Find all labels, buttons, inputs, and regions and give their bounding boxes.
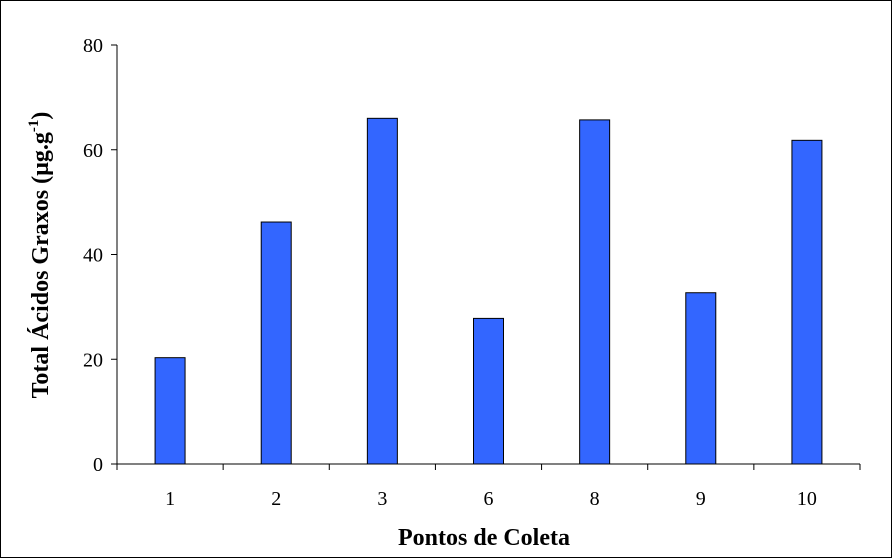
x-tick-label-8: 8 bbox=[590, 488, 600, 510]
y-tick-label-80: 80 bbox=[83, 35, 103, 57]
bar-9 bbox=[685, 292, 717, 465]
bar-8 bbox=[579, 119, 611, 465]
bar-6 bbox=[473, 317, 504, 465]
x-tick-label-2: 2 bbox=[271, 488, 281, 510]
y-tick-label-40: 40 bbox=[83, 245, 103, 267]
y-axis-title-superscript: -1 bbox=[26, 120, 42, 133]
x-tick-label-9: 9 bbox=[696, 488, 706, 510]
plot-area: 0 20 40 60 80 1 2 3 6 8 9 10 bbox=[83, 35, 861, 510]
y-axis-title-close: ) bbox=[28, 112, 54, 120]
y-tick-label-0: 0 bbox=[93, 454, 103, 476]
x-tick-label-10: 10 bbox=[797, 488, 817, 510]
bar-2 bbox=[260, 221, 292, 465]
y-tick-label-20: 20 bbox=[83, 349, 103, 371]
y-axis-title: Total Ácidos Graxos (µg.g-1) bbox=[26, 112, 54, 399]
x-tick-label-1: 1 bbox=[165, 488, 175, 510]
x-axis-title: Pontos de Coleta bbox=[398, 525, 570, 551]
y-axis-title-main: Total Ácidos Graxos (µg.g bbox=[28, 132, 54, 398]
x-tick-label-6: 6 bbox=[484, 488, 494, 510]
bar-1 bbox=[154, 357, 186, 465]
x-tick-label-3: 3 bbox=[377, 488, 387, 510]
y-tick-label-60: 60 bbox=[83, 140, 103, 162]
bar-10 bbox=[791, 139, 823, 465]
bar-3 bbox=[366, 117, 398, 465]
